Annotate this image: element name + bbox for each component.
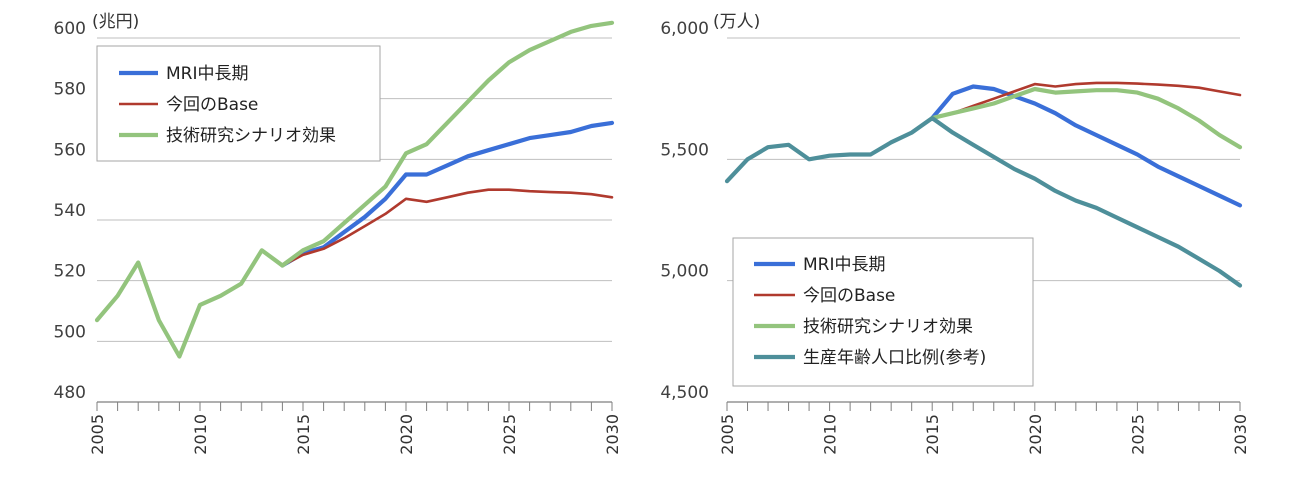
legend-entry: 技術研究シナリオ効果 <box>166 126 336 146</box>
unit-label: (兆円) <box>92 12 139 32</box>
y-tick-label: 540 <box>54 201 86 221</box>
x-tick-label: 2020 <box>1026 414 1045 455</box>
series-line-1 <box>930 81 1242 120</box>
x-tick-label: 2015 <box>923 414 942 455</box>
legend-entry: MRI中長期 <box>166 64 249 84</box>
gdp-chart: 480 500 520 540 560 580 600 (兆円) 2005 2010 2015 202… <box>54 12 622 455</box>
series-line-0 <box>280 120 615 268</box>
y-tick-label: 480 <box>54 383 86 403</box>
series-line-3 <box>724 115 1243 288</box>
y-tick-label: 5,500 <box>660 140 709 160</box>
workforce-chart: 4,500 5,000 5,500 6,000 (万人) 2005 2010 2015 2020… <box>660 12 1250 455</box>
x-tick-label: 2020 <box>397 414 416 455</box>
x-tick-label: 2030 <box>603 414 622 455</box>
series-line-0 <box>930 84 1243 208</box>
x-tick-label: 2025 <box>1128 414 1147 455</box>
series-line-2 <box>930 86 1243 150</box>
legend-entry: 生産年齢人口比例(参考) <box>803 348 986 368</box>
x-tick-label: 2010 <box>821 414 840 455</box>
x-tick-label: 2005 <box>88 414 107 455</box>
legend-entry: MRI中長期 <box>803 255 886 275</box>
y-tick-label: 600 <box>54 19 86 39</box>
y-tick-label: 580 <box>54 80 86 100</box>
series-line-2 <box>94 20 615 359</box>
y-tick-label: 500 <box>54 322 86 342</box>
y-tick-label: 4,500 <box>660 383 709 403</box>
x-tick-label: 2010 <box>191 414 210 455</box>
unit-label: (万人) <box>713 12 760 32</box>
x-tick-label: 2015 <box>294 414 313 455</box>
legend-entry: 今回のBase <box>166 95 258 115</box>
y-tick-label: 560 <box>54 140 86 160</box>
legend-entry: 今回のBase <box>803 286 895 306</box>
x-tick-label: 2025 <box>500 414 519 455</box>
series-line-1 <box>281 188 614 267</box>
y-tick-label: 520 <box>54 262 86 282</box>
y-tick-label: 5,000 <box>660 262 709 282</box>
x-tick-label: 2005 <box>718 414 737 455</box>
x-tick-label: 2030 <box>1231 414 1250 455</box>
legend-entry: 技術研究シナリオ効果 <box>803 317 973 337</box>
y-tick-label: 6,000 <box>660 19 709 39</box>
